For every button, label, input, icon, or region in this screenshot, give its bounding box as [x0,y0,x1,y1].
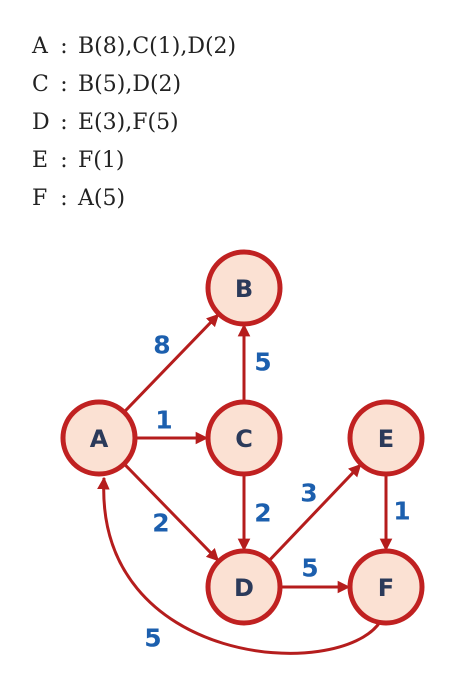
adjacency-separator: : [60,186,68,211]
edge-layer [97,313,393,655]
node-circle [205,548,283,626]
node-label: D [234,574,254,602]
adjacency-node: C [32,72,49,97]
edge-weight-c-d: 2 [254,499,271,528]
edge-weight-d-f: 5 [301,554,318,583]
adjacency-edges: A(5) [78,186,126,211]
node-label: E [378,425,394,453]
adjacency-row-a: A: B(8),C(1),D(2) [32,28,236,66]
edge-weight-d-e: 3 [300,479,317,508]
adjacency-node: D [32,110,50,135]
adjacency-row-e: E: F(1) [32,142,236,180]
adjacency-separator: : [60,148,68,173]
adjacency-node: E [32,148,49,173]
adjacency-row-f: F: A(5) [32,180,236,218]
node-label: A [90,425,109,453]
edge-a-to-d [123,462,220,562]
edge-weight-f-a: 5 [144,624,161,653]
adjacency-row-d: D: E(3),F(5) [32,104,236,142]
adjacency-edges: B(5),D(2) [78,72,182,97]
node-circle [205,249,283,327]
adjacency-edges: E(3),F(5) [78,110,179,135]
edge-a-to-b [122,313,220,414]
node-label: C [235,425,253,453]
node-label: F [378,574,394,602]
node-e: E [347,399,425,477]
adjacency-separator: : [60,72,68,97]
node-d: D [205,548,283,626]
adjacency-edges: F(1) [78,148,125,173]
node-f: F [347,548,425,626]
node-circle [347,548,425,626]
node-circle [347,399,425,477]
node-circle [60,399,138,477]
node-a: A [60,399,138,477]
edge-weight-e-f: 1 [393,497,410,526]
adjacency-node: A [32,34,48,59]
node-c: C [205,399,283,477]
edge-d-to-e [267,463,362,562]
adjacency-separator: : [60,34,68,59]
adjacency-list: A: B(8),C(1),D(2) C: B(5),D(2) D: E(3),F(5)… [32,28,236,218]
adjacency-separator: : [60,110,68,135]
edge-weight-a-c: 1 [155,406,172,435]
node-layer: A B C D E F [60,249,425,626]
adjacency-node: F [32,186,48,211]
node-label: B [235,275,253,303]
node-circle [205,399,283,477]
edge-weight-a-d: 2 [152,509,169,538]
edge-weight-a-b: 8 [153,331,170,360]
edge-f-to-a [97,476,382,655]
edge-weight-c-b: 5 [254,348,271,377]
adjacency-edges: B(8),C(1),D(2) [78,34,237,59]
adjacency-row-c: C: B(5),D(2) [32,66,236,104]
node-b: B [205,249,283,327]
